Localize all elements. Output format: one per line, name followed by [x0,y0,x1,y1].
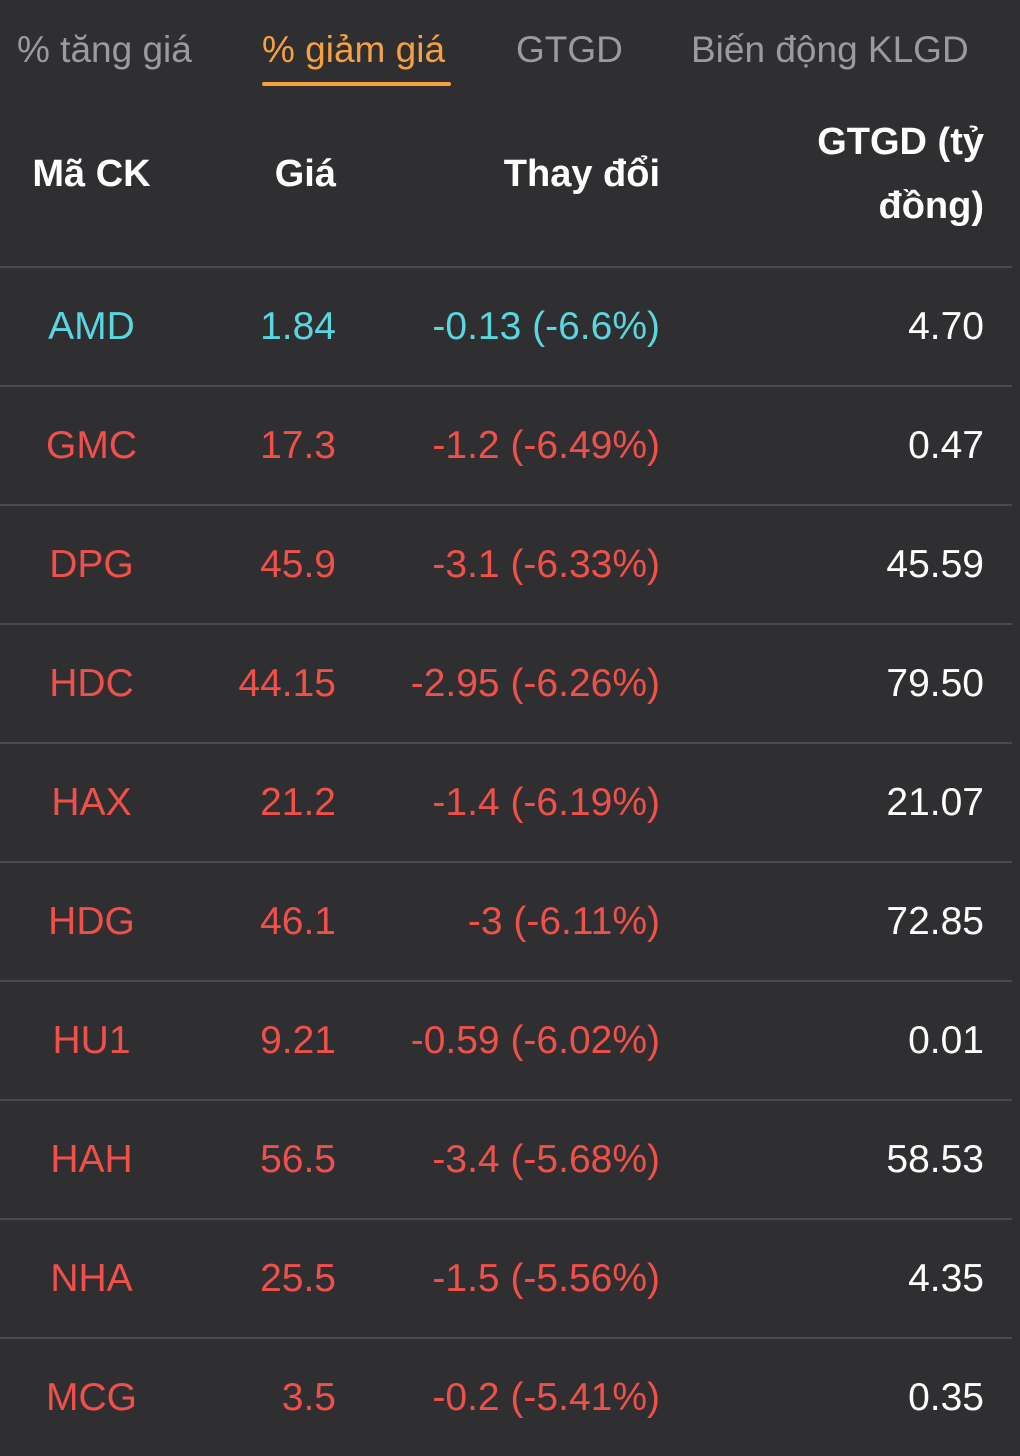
header-change[interactable]: Thay đổi [503,153,660,195]
stock-change: -0.59 (-6.02%) [410,1019,660,1062]
stock-code: HDC [49,662,134,705]
stock-price: 25.5 [260,1257,336,1300]
table-header: Mã CK Giá Thay đổi GTGD (tỷ đồng) [0,100,1012,268]
stock-code: HDG [48,900,135,943]
table-row[interactable]: NHA 25.5 -1.5 (-5.56%) 4.35 [0,1220,1012,1339]
stock-code: AMD [48,305,135,348]
active-tab-indicator [262,82,451,86]
table-body: AMD 1.84 -0.13 (-6.6%) 4.70 GMC 17.3 -1.2 (-6.… [0,268,1012,1456]
stock-price: 1.84 [260,305,336,348]
stock-change: -0.13 (-6.6%) [432,305,660,348]
table-row[interactable]: MCG 3.5 -0.2 (-5.41%) 0.35 [0,1339,1012,1456]
header-value-line1[interactable]: GTGD (tỷ [817,121,984,163]
tab-trading-value[interactable]: GTGD [516,29,623,70]
stock-code: HAH [50,1138,133,1181]
stock-trading-value: 45.59 [886,543,984,586]
table-row[interactable]: HDC 44.15 -2.95 (-6.26%) 79.50 [0,625,1012,744]
stock-price: 56.5 [260,1138,336,1181]
stock-code: HU1 [52,1019,131,1062]
stock-trading-value: 58.53 [886,1138,984,1181]
stock-price: 21.2 [260,781,336,824]
tab-bar: % tăng giá % giảm giá GTGD Biến động KLG… [0,0,1020,100]
tab-volume-change[interactable]: Biến động KLGD [691,29,969,70]
stock-trading-value: 72.85 [886,900,984,943]
table-row[interactable]: HU1 9.21 -0.59 (-6.02%) 0.01 [0,982,1012,1101]
stock-change: -3.1 (-6.33%) [432,543,660,586]
stock-trading-value: 4.70 [908,305,984,348]
header-code[interactable]: Mã CK [32,153,151,195]
stock-code: HAX [51,781,132,824]
stock-price: 44.15 [238,662,336,705]
stock-trading-value: 21.07 [886,781,984,824]
stock-trading-value: 4.35 [908,1257,984,1300]
stock-trading-value: 0.47 [908,424,984,467]
stock-change: -0.2 (-5.41%) [432,1376,660,1419]
header-value-line2[interactable]: đồng) [878,185,984,227]
stock-code: NHA [50,1257,133,1300]
table-row[interactable]: HAX 21.2 -1.4 (-6.19%) 21.07 [0,744,1012,863]
header-price[interactable]: Giá [274,153,336,195]
stock-code: DPG [49,543,134,586]
table-row[interactable]: HDG 46.1 -3 (-6.11%) 72.85 [0,863,1012,982]
stock-code: MCG [46,1376,137,1419]
stock-trading-value: 0.01 [908,1019,984,1062]
stock-price: 9.21 [260,1019,336,1062]
stock-price: 17.3 [260,424,336,467]
table-row[interactable]: GMC 17.3 -1.2 (-6.49%) 0.47 [0,387,1012,506]
stock-change: -1.2 (-6.49%) [432,424,660,467]
table-row[interactable]: AMD 1.84 -0.13 (-6.6%) 4.70 [0,268,1012,387]
tab-top-gainers[interactable]: % tăng giá [17,29,192,70]
table-row[interactable]: HAH 56.5 -3.4 (-5.68%) 58.53 [0,1101,1012,1220]
stock-price: 46.1 [260,900,336,943]
stock-change: -2.95 (-6.26%) [410,662,660,705]
stock-change: -3.4 (-5.68%) [432,1138,660,1181]
tab-top-losers[interactable]: % giảm giá [262,29,446,70]
stock-change: -1.4 (-6.19%) [432,781,660,824]
stock-table: Mã CK Giá Thay đổi GTGD (tỷ đồng) AMD 1.8… [0,100,1012,1456]
stock-change: -3 (-6.11%) [467,900,660,943]
stock-change: -1.5 (-5.56%) [432,1257,660,1300]
stock-trading-value: 79.50 [886,662,984,705]
stock-code: GMC [46,424,137,467]
stock-price: 45.9 [260,543,336,586]
stock-price: 3.5 [281,1376,336,1419]
stock-trading-value: 0.35 [908,1376,984,1419]
table-row[interactable]: DPG 45.9 -3.1 (-6.33%) 45.59 [0,506,1012,625]
